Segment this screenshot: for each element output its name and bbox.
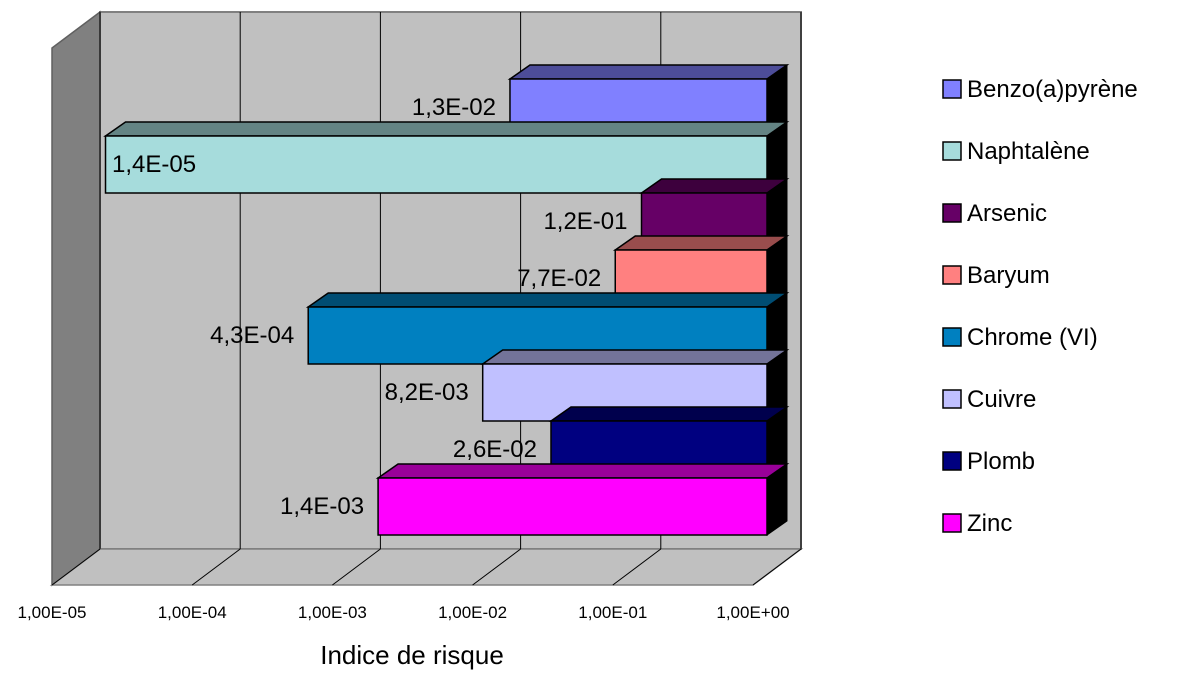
floor-gridline xyxy=(612,548,662,586)
floor xyxy=(49,548,804,586)
x-tick-label: 1,00E-01 xyxy=(578,603,647,622)
x-tick-label: 1,00E-04 xyxy=(158,603,227,622)
data-label: 8,2E-03 xyxy=(385,379,469,406)
legend-swatch xyxy=(942,451,962,471)
x-tick-labels: 1,00E-05 1,00E-04 1,00E-03 1,00E-02 1,00E-01… xyxy=(18,603,790,622)
floor-gridline xyxy=(191,548,241,586)
bar-top xyxy=(480,349,790,365)
x-axis-title: Indice de risque xyxy=(320,640,504,670)
legend-swatch xyxy=(942,203,962,223)
legend-item: Chrome (VI) xyxy=(942,324,1098,351)
legend-swatch xyxy=(942,327,962,347)
data-label: 2,6E-02 xyxy=(453,436,537,463)
x-tick-label: 1,00E-03 xyxy=(298,603,367,622)
legend-item: Cuivre xyxy=(942,386,1036,413)
legend-item: Plomb xyxy=(942,448,1035,475)
legend-swatch xyxy=(942,141,962,161)
bar-top xyxy=(612,235,790,251)
legend-label: Benzo(a)pyrène xyxy=(967,76,1138,103)
bar-top xyxy=(548,406,790,422)
legend-swatch xyxy=(942,389,962,409)
bar-top xyxy=(103,121,790,137)
legend-item: Baryum xyxy=(942,262,1050,289)
legend-label: Baryum xyxy=(967,262,1050,289)
legend-label: Plomb xyxy=(967,448,1035,475)
data-label: 1,2E-01 xyxy=(543,208,627,235)
legend-item: Naphtalène xyxy=(942,138,1090,165)
x-tick-label: 1,00E+00 xyxy=(716,603,789,622)
floor-gridline xyxy=(332,548,381,586)
legend-swatch xyxy=(942,513,962,533)
floor-gridline xyxy=(51,548,101,586)
side-wall xyxy=(51,10,101,587)
bar-front xyxy=(377,477,768,536)
bar-top xyxy=(375,463,790,479)
legend: Benzo(a)pyrène Naphtalène Arsenic Baryum Chr… xyxy=(942,76,1138,537)
bar-top xyxy=(639,178,790,194)
floor-gridline xyxy=(752,548,802,586)
legend-item: Zinc xyxy=(942,510,1012,537)
legend-label: Arsenic xyxy=(967,200,1047,227)
legend-swatch xyxy=(942,79,962,99)
data-label: 7,7E-02 xyxy=(517,265,601,292)
bar-top xyxy=(305,292,790,308)
bar-top xyxy=(507,64,790,80)
data-label: 1,4E-05 xyxy=(112,151,196,178)
x-tick-label: 1,00E-05 xyxy=(18,603,87,622)
x-tick-label: 1,00E-02 xyxy=(438,603,507,622)
floor-gridline xyxy=(472,548,521,586)
legend-label: Cuivre xyxy=(967,386,1036,413)
legend-item: Benzo(a)pyrène xyxy=(942,76,1138,103)
data-labels: 1,3E-02 1,4E-05 1,2E-01 7,7E-02 4,3E-04 8,2E-… xyxy=(112,94,628,520)
legend-swatch xyxy=(942,265,962,285)
data-label: 1,4E-03 xyxy=(280,493,364,520)
data-label: 1,3E-02 xyxy=(412,94,496,121)
legend-label: Zinc xyxy=(967,510,1012,537)
legend-item: Arsenic xyxy=(942,200,1047,227)
bar xyxy=(375,463,790,536)
legend-label: Naphtalène xyxy=(967,138,1090,165)
data-label: 4,3E-04 xyxy=(210,322,294,349)
bars xyxy=(103,64,790,536)
legend-label: Chrome (VI) xyxy=(967,324,1098,351)
